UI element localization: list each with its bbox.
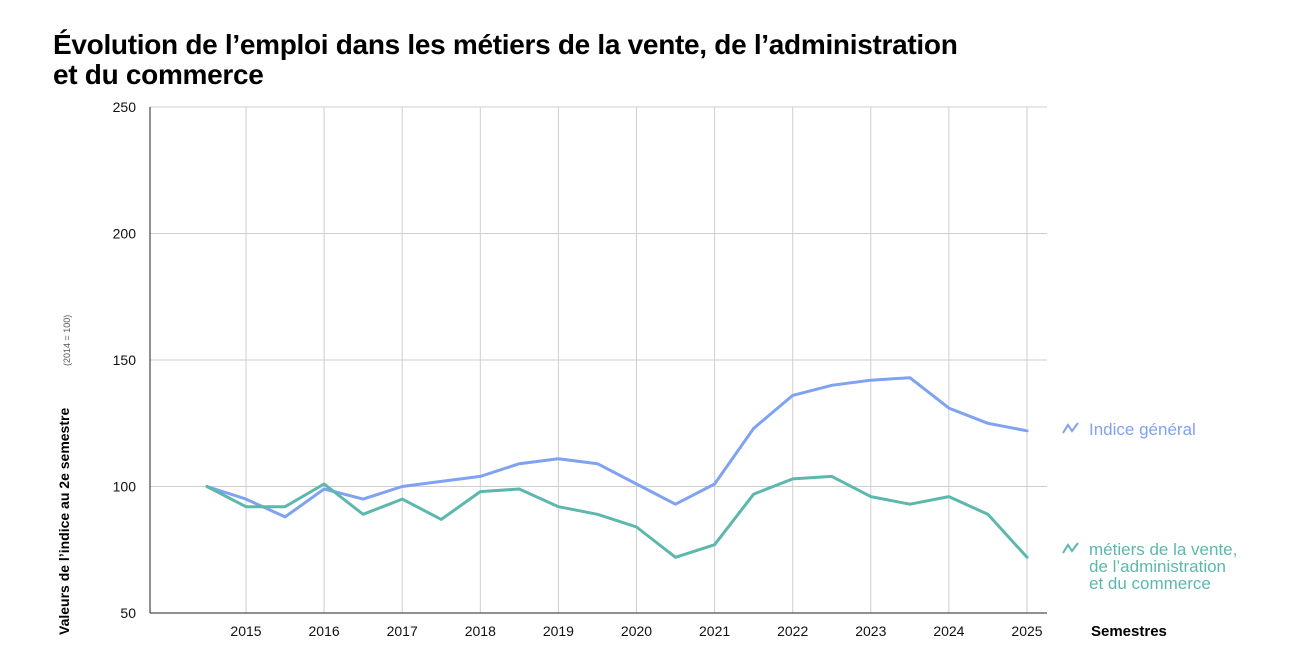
y-tick-label-150: 150: [113, 352, 137, 368]
x-axis-label: Semestres: [1091, 623, 1167, 640]
line-chart-icon: [1062, 422, 1079, 434]
y-axis-note: (2014 = 100): [62, 315, 72, 366]
y-axis-label: Valeurs de l’indice au 2e semestre: [56, 408, 72, 635]
legend-label-indice-general: Indice général: [1089, 420, 1196, 439]
x-tick-label-2017: 2017: [387, 623, 418, 639]
legend-label-metiers: métiers de la vente, de l’administration…: [1089, 541, 1237, 592]
x-tick-label-2019: 2019: [543, 623, 574, 639]
chart-title-line-1: Évolution de l’emploi dans les métiers d…: [53, 29, 958, 60]
axes: [149, 107, 1047, 614]
y-tick-label-250: 250: [113, 99, 137, 115]
x-gridlines: [245, 107, 1028, 613]
x-tick-label-2020: 2020: [621, 623, 652, 639]
x-tick-label-2024: 2024: [933, 623, 964, 639]
legend-label-metiers-line-3: et du commerce: [1089, 574, 1211, 593]
x-tick-labels: 2015 2016 2017 2018 2019 2020 2021 2022 2023 2024…: [230, 623, 1042, 639]
x-tick-label-2021: 2021: [699, 623, 730, 639]
chart-title: Évolution de l’emploi dans les métiers d…: [53, 30, 1153, 90]
x-tick-label-2022: 2022: [777, 623, 808, 639]
y-tick-label-200: 200: [113, 226, 137, 242]
x-tick-label-2025: 2025: [1011, 623, 1042, 639]
x-tick-label-2023: 2023: [855, 623, 886, 639]
x-tick-label-2016: 2016: [309, 623, 340, 639]
y-tick-labels: 50 100 150 200 250: [113, 99, 137, 621]
series-line-indice-general: [205, 376, 1029, 519]
y-tick-label-100: 100: [113, 479, 137, 495]
series-lines: [205, 376, 1029, 559]
x-tick-label-2018: 2018: [465, 623, 496, 639]
legend-label-metiers-line-1: métiers de la vente,: [1089, 540, 1238, 559]
y-tick-label-50: 50: [120, 605, 136, 621]
y-gridlines: [150, 106, 1047, 487]
line-chart-icon: [1062, 542, 1079, 554]
x-tick-label-2015: 2015: [230, 623, 261, 639]
chart-title-line-2: et du commerce: [53, 59, 264, 90]
series-line-metiers: [205, 474, 1029, 559]
legend-label-metiers-line-2: de l’administration: [1089, 557, 1227, 576]
